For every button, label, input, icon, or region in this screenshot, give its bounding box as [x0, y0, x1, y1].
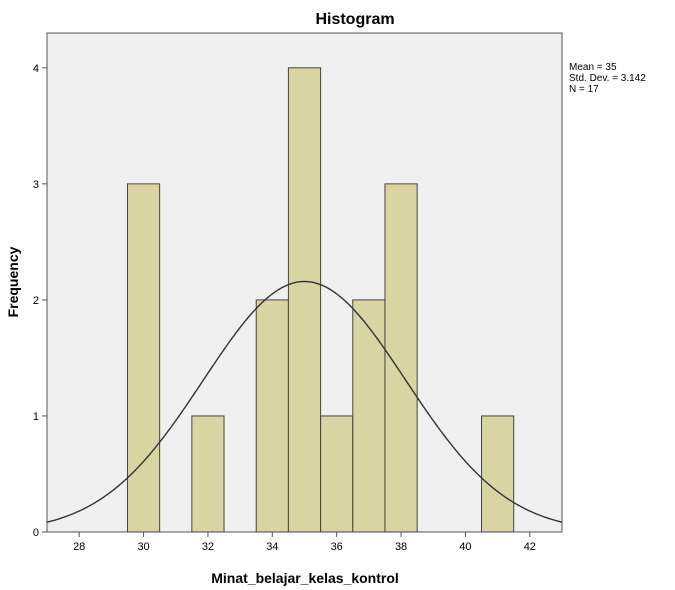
histogram-bar-41 — [481, 415, 515, 533]
stats-line-2: N = 17 — [569, 84, 599, 95]
x-axis: 28 30 32 34 36 38 40 42 — [73, 532, 536, 553]
y-tick-label-2: 2 — [33, 295, 39, 307]
bars-group — [126, 67, 515, 533]
normal-curve — [46, 280, 563, 523]
x-tick-label-30: 30 — [137, 541, 149, 553]
x-tick-label-38: 38 — [395, 541, 407, 553]
histogram-bar-34 — [255, 299, 289, 533]
y-tick-label-1: 1 — [33, 411, 39, 423]
x-tick-label-42: 42 — [524, 541, 536, 553]
histogram-bar-37 — [352, 299, 386, 533]
y-axis-label: Frequency — [5, 246, 21, 317]
y-tick-label-0: 0 — [33, 527, 39, 539]
histogram-bar-35 — [287, 67, 322, 533]
x-axis-label: Minat_belajar_kelas_kontrol — [211, 570, 399, 586]
x-tick-label-32: 32 — [202, 541, 214, 553]
histogram-bar-38 — [384, 183, 418, 533]
chart-title: Histogram — [315, 11, 394, 28]
x-tick-label-34: 34 — [266, 541, 278, 553]
histogram-bar-30 — [126, 183, 161, 533]
x-tick-label-28: 28 — [73, 541, 85, 553]
stats-line-1: Std. Dev. = 3.142 — [569, 73, 646, 84]
x-tick-label-36: 36 — [331, 541, 343, 553]
histogram-bar-32 — [191, 415, 225, 533]
stats-line-0: Mean = 35 — [569, 62, 617, 73]
histogram-bar-36 — [320, 415, 354, 533]
y-tick-label-4: 4 — [33, 63, 39, 75]
x-tick-label-40: 40 — [459, 541, 471, 553]
y-axis: 0 1 2 3 4 — [33, 63, 47, 539]
y-tick-label-3: 3 — [33, 179, 39, 191]
